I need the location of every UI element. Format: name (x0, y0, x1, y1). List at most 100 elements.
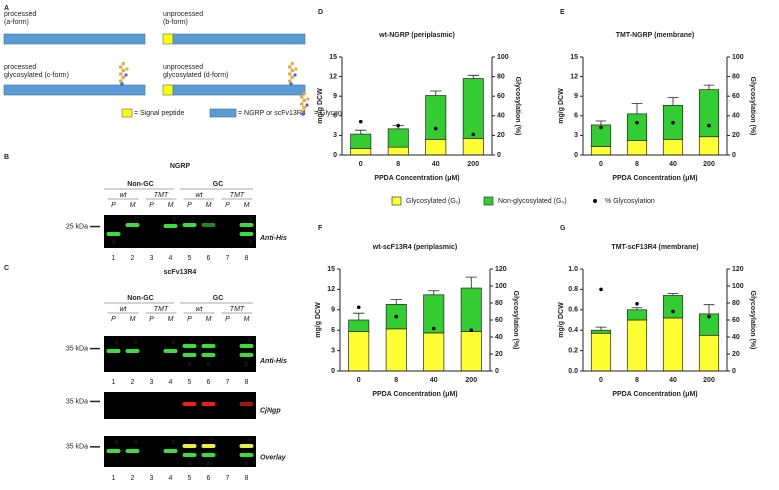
glycosylation-point (471, 132, 476, 137)
bar-segment (425, 138, 447, 156)
gel-band (201, 353, 216, 357)
lane-number: 8 (245, 379, 249, 386)
error-bar (595, 120, 607, 125)
form-label: (a-form) (4, 19, 29, 26)
gel-title: scFv13R4 (164, 269, 197, 276)
gel-band (106, 232, 121, 236)
band-letter: a (188, 461, 192, 468)
glycosylation-point (707, 123, 711, 128)
glycosylation-point (469, 328, 474, 333)
bar-segment (387, 146, 409, 156)
glycan-sugar (290, 75, 295, 80)
y2-tick-label: 80 (732, 73, 740, 80)
y-tick-label: 6 (331, 327, 335, 334)
error-bar (430, 90, 442, 96)
gel-band (125, 349, 140, 353)
strain-label: wt (120, 306, 128, 313)
y2-tick-label: 40 (732, 334, 740, 341)
fraction-label: M (244, 202, 250, 209)
x-axis-label: PPDA Concentration (μM) (612, 175, 697, 182)
error-bar (631, 307, 643, 310)
fraction-label: M (130, 202, 136, 209)
x-axis-label: PPDA Concentration (μM) (372, 391, 457, 398)
glycan-sugar (302, 98, 307, 103)
y-tick-label: 0.2 (568, 347, 578, 354)
lane-number: 4 (169, 475, 173, 482)
lane-number: 5 (188, 475, 192, 482)
y-tick-label: 0 (574, 152, 578, 159)
gel-band (201, 344, 216, 348)
glycosylation-point (433, 126, 438, 131)
strain-label: TMT (230, 306, 245, 313)
legend-swatch (483, 196, 494, 206)
gel-band (239, 232, 254, 236)
glycan-sugar (302, 91, 307, 96)
error-bar (595, 326, 607, 331)
glycan-icon (287, 61, 298, 86)
gel-image (104, 215, 256, 248)
band-letter: b (172, 439, 176, 446)
band-letter: a (188, 361, 192, 368)
y2-axis-label: Glycosylation (%) (749, 77, 756, 136)
y-tick-label: 0.4 (568, 327, 578, 334)
glycan-core (120, 82, 124, 86)
glycan-core (124, 73, 128, 77)
x-tick-label: 8 (394, 377, 398, 384)
strain-label: wt (196, 192, 204, 199)
y-tick-label: 15 (329, 54, 337, 61)
y-tick-label: 1.0 (568, 266, 578, 273)
fraction-label: M (206, 202, 212, 209)
glycan-sugar (306, 97, 310, 101)
band-letter: a (115, 439, 119, 446)
form-label: glycosylated (c-form) (4, 72, 69, 79)
gel-band (182, 223, 197, 227)
y2-tick-label: 40 (495, 334, 503, 341)
gel-band (201, 453, 216, 457)
panel-label: G (560, 225, 566, 232)
y-tick-label: 0.8 (568, 286, 578, 293)
lane-number: 5 (188, 255, 192, 262)
error-bar (667, 293, 679, 296)
y2-tick-label: 80 (732, 300, 740, 307)
gel-band (106, 449, 121, 453)
x-tick-label: 0 (357, 377, 361, 384)
y-tick-label: 6 (333, 113, 337, 120)
fraction-label: M (206, 316, 212, 323)
lane-number: 6 (207, 379, 211, 386)
form-label: unprocessed (163, 11, 203, 18)
axes (341, 57, 493, 156)
glycosylation-point (599, 287, 603, 292)
x-axis-label: PPDA Concentration (μM) (374, 175, 459, 182)
band-letter: a (134, 439, 138, 446)
legend-label: Glycosylated (G₁) (406, 198, 461, 205)
band-letter: c (210, 437, 214, 444)
lane-number: 6 (207, 255, 211, 262)
form-label: processed (4, 11, 36, 18)
legend-text: = Glycan (314, 110, 342, 117)
lane-number: 8 (245, 255, 249, 262)
y2-tick-label: 40 (732, 113, 740, 120)
x-tick-label: 0 (359, 161, 363, 168)
gel-band (125, 223, 140, 227)
gel-band (182, 344, 197, 348)
bar-segment (662, 317, 684, 372)
lane-number: 1 (112, 255, 116, 262)
legend-swatch (391, 196, 402, 206)
glycan-sugar (299, 109, 304, 113)
glycosylation-point (707, 314, 711, 319)
bar-segment (590, 329, 612, 334)
glycan-core (289, 82, 293, 86)
glycan-sugar (121, 75, 126, 80)
y-tick-label: 6 (574, 113, 578, 120)
form-label: glycosylated (d-form) (163, 72, 228, 79)
fraction-label: P (187, 316, 192, 323)
lane-number: 7 (226, 475, 230, 482)
y2-tick-label: 100 (732, 54, 744, 61)
bar-segment (462, 138, 484, 156)
y2-tick-label: 0 (495, 368, 499, 375)
band-letter: b (249, 239, 253, 246)
bar-segment (460, 287, 482, 332)
x-tick-label: 8 (396, 161, 400, 168)
legend-label: % Glycosylation (605, 198, 655, 205)
y2-tick-label: 80 (495, 300, 503, 307)
